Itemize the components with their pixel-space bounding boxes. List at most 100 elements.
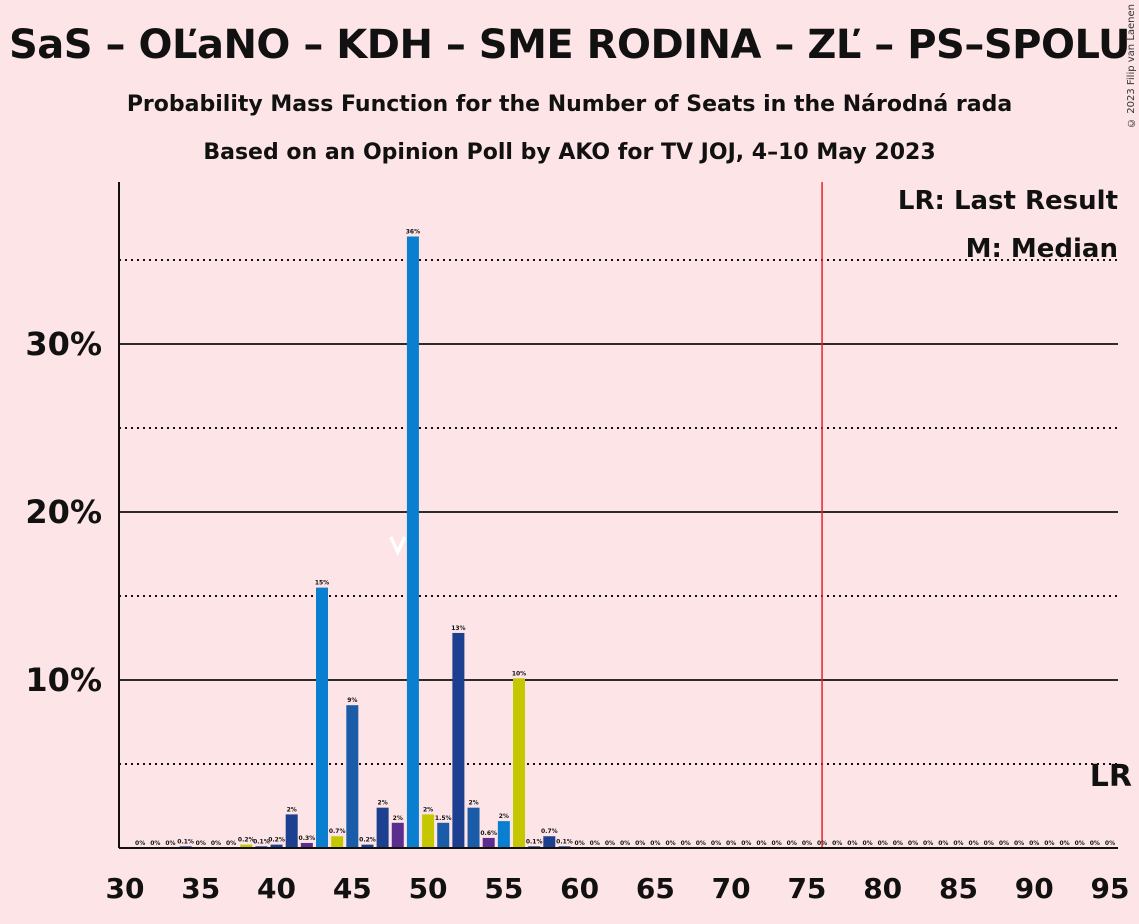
x-tick-label: 80 xyxy=(863,872,902,905)
bar-seat-52 xyxy=(452,632,465,848)
data-label-seat-84: 0% xyxy=(938,840,948,847)
data-label-seat-71: 0% xyxy=(741,840,751,847)
data-label-seat-31: 0% xyxy=(135,840,145,847)
data-label-seat-87: 0% xyxy=(984,840,994,847)
data-label-seat-90: 0% xyxy=(1029,840,1039,847)
data-label-seat-77: 0% xyxy=(832,840,842,847)
median-marker-group xyxy=(389,536,407,557)
data-label-seat-39: 0.1% xyxy=(253,838,270,845)
data-label-seat-50: 2% xyxy=(423,806,433,813)
data-label-seat-52: 13% xyxy=(451,625,465,632)
bar-seat-45 xyxy=(346,705,359,848)
data-label-seat-81: 0% xyxy=(893,840,903,847)
data-label-seat-53: 2% xyxy=(468,800,478,807)
data-label-seat-91: 0% xyxy=(1044,840,1054,847)
data-label-seat-47: 2% xyxy=(378,800,388,807)
bar-seat-38 xyxy=(240,844,253,848)
data-label-seat-57: 0.1% xyxy=(526,838,543,845)
bar-seat-40 xyxy=(270,844,283,848)
data-label-seat-79: 0% xyxy=(862,840,872,847)
data-label-seat-86: 0% xyxy=(969,840,979,847)
data-label-seat-58: 0.7% xyxy=(541,828,558,835)
data-label-seat-51: 1.5% xyxy=(435,815,452,822)
data-label-seat-83: 0% xyxy=(923,840,933,847)
data-label-seat-56: 10% xyxy=(512,670,526,677)
data-label-seat-41: 2% xyxy=(287,806,297,813)
data-label-seat-65: 0% xyxy=(650,840,660,847)
data-label-seat-80: 0% xyxy=(878,840,888,847)
data-label-seat-37: 0% xyxy=(226,840,236,847)
data-label-seat-63: 0% xyxy=(620,840,630,847)
x-tick-label: 55 xyxy=(484,872,523,905)
data-label-seat-70: 0% xyxy=(726,840,736,847)
data-label-seat-54: 0.6% xyxy=(480,830,497,837)
median-marker xyxy=(389,536,407,557)
y-tick-label: 20% xyxy=(25,493,102,531)
data-label-seat-36: 0% xyxy=(211,840,221,847)
bar-seat-41 xyxy=(285,814,298,848)
data-label-seat-46: 0.2% xyxy=(359,837,376,844)
x-tick-label: 30 xyxy=(106,872,145,905)
x-tick-labels: 30 35 40 45 50 55 60 65 70 75 80 85 90 95 xyxy=(106,872,1130,905)
data-label-seat-33: 0% xyxy=(165,840,175,847)
data-label-seat-69: 0% xyxy=(711,840,721,847)
x-tick-label: 85 xyxy=(939,872,978,905)
x-tick-label: 60 xyxy=(560,872,599,905)
data-label-seat-74: 0% xyxy=(787,840,797,847)
data-label-seat-43: 15% xyxy=(315,580,329,587)
data-label-seat-72: 0% xyxy=(756,840,766,847)
data-label-seat-89: 0% xyxy=(1014,840,1024,847)
bar-seat-43 xyxy=(316,587,328,848)
x-tick-label: 35 xyxy=(181,872,220,905)
legend-median: M: Median xyxy=(966,234,1118,264)
bar-seat-48 xyxy=(391,822,404,848)
y-tick-label: 30% xyxy=(25,325,102,363)
data-label-seat-88: 0% xyxy=(999,840,1009,847)
gridlines xyxy=(119,259,1118,765)
data-label-seat-59: 0.1% xyxy=(556,838,573,845)
bar-seat-50 xyxy=(422,814,435,848)
axes xyxy=(118,182,1118,849)
data-label-seat-45: 9% xyxy=(347,697,357,704)
data-label-seat-93: 0% xyxy=(1075,840,1085,847)
bar-seat-44 xyxy=(331,836,344,848)
data-label-seat-94: 0% xyxy=(1090,840,1100,847)
bar-seat-55 xyxy=(497,821,510,848)
bar-seat-54 xyxy=(482,837,495,848)
chart-source-line: Based on an Opinion Poll by AKO for TV J… xyxy=(203,140,936,165)
data-label-seat-61: 0% xyxy=(590,840,600,847)
bar-seat-49 xyxy=(406,236,419,849)
bar-seat-47 xyxy=(376,807,389,848)
data-label-seat-95: 0% xyxy=(1105,840,1115,847)
x-tick-label: 50 xyxy=(409,872,448,905)
x-tick-label: 95 xyxy=(1091,872,1130,905)
y-tick-label: 10% xyxy=(25,661,102,699)
bar-seat-58 xyxy=(543,836,556,848)
x-tick-label: 40 xyxy=(257,872,296,905)
data-label-seat-85: 0% xyxy=(953,840,963,847)
data-label-seat-66: 0% xyxy=(665,840,675,847)
legend-last-result: LR: Last Result xyxy=(898,186,1118,216)
x-tick-label: 90 xyxy=(1015,872,1054,905)
data-label-seat-40: 0.2% xyxy=(268,837,285,844)
data-label-seat-34: 0.1% xyxy=(177,838,194,845)
bar-seat-46 xyxy=(361,844,374,848)
bar-seat-51 xyxy=(437,822,450,848)
data-label-seat-48: 2% xyxy=(393,815,403,822)
x-tick-label: 70 xyxy=(712,872,751,905)
data-label-seat-42: 0.3% xyxy=(299,835,316,842)
data-label-seat-62: 0% xyxy=(605,840,615,847)
y-tick-labels: 10% 20% 30% xyxy=(25,325,102,699)
bar-seat-53 xyxy=(467,807,480,848)
data-label-seat-76: 0% xyxy=(817,840,827,847)
data-label-seat-67: 0% xyxy=(681,840,691,847)
data-label-seat-82: 0% xyxy=(908,840,918,847)
x-tick-label: 65 xyxy=(636,872,675,905)
x-tick-label: 75 xyxy=(787,872,826,905)
data-label-seat-92: 0% xyxy=(1059,840,1069,847)
bar-seat-42 xyxy=(300,842,313,848)
data-label-seat-60: 0% xyxy=(575,840,585,847)
data-label-seat-73: 0% xyxy=(772,840,782,847)
bar-seat-56 xyxy=(513,678,525,848)
